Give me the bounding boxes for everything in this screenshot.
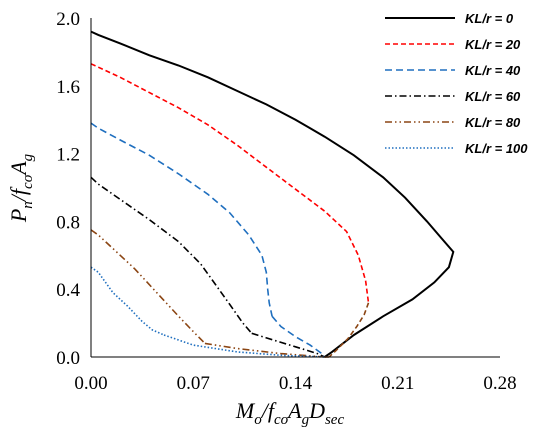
y-axis-label: Pn/fcoAg (6, 153, 36, 223)
x-tick-label: 0.14 (279, 373, 313, 394)
y-tick-label: 1.2 (56, 145, 80, 166)
legend-label-2: KL/r = 40 (465, 63, 521, 78)
series-line-5 (90, 266, 165, 336)
series-tail-4 (204, 342, 325, 358)
x-tick-label: 0.21 (381, 373, 414, 394)
axes (90, 18, 500, 358)
x-axis-label: Mo/fcoAgDsec (235, 398, 345, 428)
tick-labels: 0.00 0.07 0.14 0.21 0.28 0.0 0.4 0.8 1.2 1.6 2.0 (56, 9, 516, 394)
y-tick-label: 0.8 (56, 212, 80, 233)
x-tick-label: 0.28 (483, 373, 516, 394)
plot-area (90, 30, 455, 358)
series-line-2 (90, 122, 273, 317)
series-line-3 (90, 176, 253, 334)
legend-label-4: KL/r = 80 (465, 115, 521, 130)
svg-text:Pn/fcoAg: Pn/fcoAg (6, 153, 36, 223)
y-tick-label: 1.6 (56, 77, 80, 98)
y-tick-label: 0.0 (56, 348, 80, 369)
x-tick-label: 0.00 (74, 373, 107, 394)
x-tick-label: 0.07 (177, 373, 210, 394)
series-line-4 (90, 229, 206, 344)
series-tail-5 (163, 334, 325, 358)
legend-label-3: KL/r = 60 (465, 89, 521, 104)
legend-label-0: KL/r = 0 (465, 11, 514, 26)
series-tail-3 (251, 332, 326, 358)
y-tick-label: 0.4 (56, 280, 80, 301)
legend-label-1: KL/r = 20 (465, 37, 521, 52)
y-tick-label: 2.0 (56, 9, 80, 30)
series-line-1 (90, 63, 370, 303)
legend-label-5: KL/r = 100 (465, 141, 528, 156)
svg-text:Mo/fcoAgDsec: Mo/fcoAgDsec (235, 398, 345, 428)
series-tail-1 (328, 302, 370, 358)
legend: KL/r = 0 KL/r = 20 KL/r = 40 KL/r = 60 KL/r … (385, 11, 528, 156)
series-tail-2 (271, 315, 326, 358)
series-line-0 (90, 30, 455, 358)
